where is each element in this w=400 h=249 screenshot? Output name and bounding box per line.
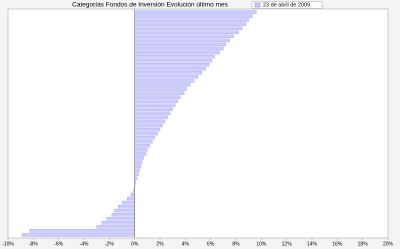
bar	[134, 14, 253, 18]
bar	[134, 22, 247, 26]
x-tick-label: 8%	[232, 241, 240, 247]
bar	[118, 204, 135, 209]
legend	[251, 1, 323, 9]
bar	[134, 34, 234, 39]
bar	[134, 176, 138, 180]
x-tick-label: 0%	[131, 241, 139, 247]
bar	[134, 67, 206, 71]
bar	[134, 135, 156, 140]
x-tick-label: 6%	[207, 241, 215, 247]
bar	[134, 164, 142, 168]
x-tick-label: 20%	[383, 241, 394, 247]
bar	[134, 38, 230, 43]
bar	[134, 156, 144, 160]
x-tick-label: -4%	[80, 241, 89, 247]
bar	[134, 30, 239, 34]
bar	[134, 107, 173, 112]
x-tick-label: 12%	[282, 241, 293, 247]
x-tick-label: 2%	[156, 241, 164, 247]
bar	[126, 196, 135, 201]
bar	[134, 58, 213, 63]
bar	[134, 119, 166, 124]
bar	[114, 208, 135, 213]
bar	[134, 123, 163, 128]
chart-title: Categorías Fondos de Inversión Evolución…	[72, 2, 228, 9]
bar	[29, 229, 135, 233]
x-tick-label: -6%	[54, 241, 63, 247]
bar	[134, 99, 178, 103]
bar	[134, 148, 148, 152]
bar	[134, 75, 199, 79]
bar	[134, 46, 224, 51]
bar	[134, 131, 158, 136]
bar	[134, 115, 168, 120]
x-tick-label: -8%	[29, 241, 38, 247]
bar	[134, 103, 176, 107]
x-tick-label: 18%	[358, 241, 369, 247]
bar	[134, 71, 202, 75]
bar	[130, 192, 135, 197]
bar	[134, 18, 249, 22]
bar	[96, 225, 135, 229]
bar	[134, 83, 191, 87]
bar	[134, 111, 171, 116]
x-tick-label: 10%	[256, 241, 267, 247]
bar	[134, 95, 181, 99]
bar	[134, 54, 215, 59]
bar	[111, 213, 135, 217]
bar	[21, 233, 135, 237]
bar	[134, 160, 143, 164]
legend-swatch	[254, 2, 261, 8]
bar	[134, 144, 151, 148]
x-tick-label: -2%	[105, 241, 114, 247]
bar	[134, 172, 139, 176]
bar	[134, 87, 187, 91]
bar	[134, 91, 185, 95]
bar	[134, 63, 210, 67]
x-tick-label: 4%	[182, 241, 190, 247]
bar	[134, 42, 227, 47]
bar	[134, 79, 195, 83]
bar	[121, 200, 135, 205]
bar	[134, 26, 243, 30]
bar	[134, 10, 257, 14]
bar	[134, 50, 220, 55]
bar	[134, 127, 161, 132]
x-tick-label: 14%	[307, 241, 318, 247]
bar	[106, 217, 135, 221]
bar	[134, 168, 140, 172]
bar	[101, 221, 135, 225]
x-tick-label: -10%	[2, 241, 14, 247]
x-tick-label: 16%	[332, 241, 343, 247]
legend-label: 23 de abril de 2009	[263, 3, 310, 9]
bar	[134, 140, 153, 144]
bar	[134, 152, 147, 156]
